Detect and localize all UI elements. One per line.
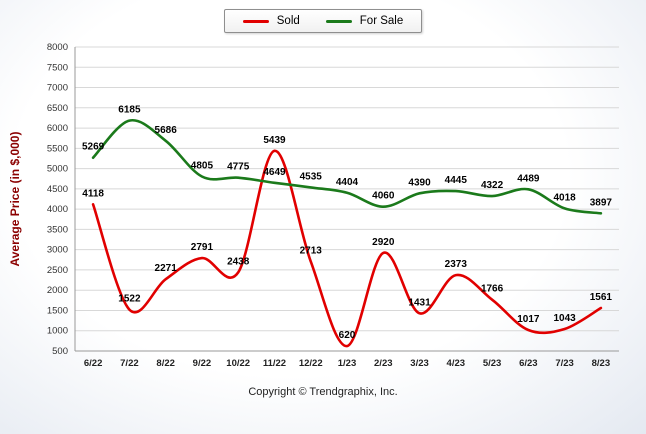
legend-item-for-sale: For Sale (325, 15, 404, 27)
svg-text:10/22: 10/22 (226, 358, 250, 369)
svg-text:500: 500 (52, 346, 68, 357)
legend-label-for-sale: For Sale (359, 15, 404, 27)
legend-item-sold: Sold (242, 15, 300, 27)
svg-text:5439: 5439 (263, 135, 286, 146)
svg-text:7500: 7500 (47, 62, 68, 73)
svg-text:1561: 1561 (590, 292, 613, 303)
svg-text:2000: 2000 (47, 285, 68, 296)
price-line-chart: 500 1000 1500 2000 2500 3000 3500 4000 4500 5000 5… (8, 42, 619, 369)
svg-text:4118: 4118 (82, 188, 104, 199)
svg-text:11/22: 11/22 (263, 358, 286, 369)
svg-text:8/23: 8/23 (592, 358, 611, 369)
svg-text:12/22: 12/22 (299, 358, 323, 369)
svg-text:5000: 5000 (47, 164, 68, 175)
svg-text:1522: 1522 (118, 294, 141, 305)
svg-text:3897: 3897 (590, 197, 613, 208)
svg-text:1043: 1043 (553, 313, 576, 324)
svg-text:4322: 4322 (481, 180, 504, 191)
svg-text:8000: 8000 (47, 42, 68, 53)
svg-text:5269: 5269 (82, 142, 105, 153)
svg-text:9/22: 9/22 (193, 358, 212, 369)
svg-text:4018: 4018 (553, 192, 576, 203)
svg-text:4500: 4500 (47, 184, 68, 195)
svg-text:2791: 2791 (191, 242, 214, 253)
svg-text:4060: 4060 (372, 191, 395, 202)
svg-text:1500: 1500 (47, 305, 68, 316)
svg-text:2271: 2271 (155, 263, 178, 274)
svg-text:1766: 1766 (481, 284, 504, 295)
svg-text:2920: 2920 (372, 237, 395, 248)
svg-text:4535: 4535 (300, 171, 323, 182)
svg-text:1000: 1000 (47, 326, 68, 337)
legend: Sold For Sale (223, 9, 423, 33)
svg-text:5500: 5500 (47, 143, 68, 154)
for-sale-line-swatch (325, 19, 352, 23)
legend-container: Sold For Sale (0, 0, 646, 33)
svg-text:5686: 5686 (155, 125, 178, 136)
svg-text:7/22: 7/22 (120, 358, 139, 369)
svg-text:2713: 2713 (300, 245, 323, 256)
svg-text:6500: 6500 (47, 103, 68, 114)
svg-text:4445: 4445 (445, 175, 468, 186)
legend-label-sold: Sold (276, 15, 300, 27)
svg-text:1017: 1017 (517, 314, 540, 325)
svg-text:4805: 4805 (191, 161, 214, 172)
svg-text:7000: 7000 (47, 83, 68, 94)
svg-text:3500: 3500 (47, 224, 68, 235)
svg-text:1431: 1431 (408, 297, 431, 308)
svg-text:1/23: 1/23 (338, 358, 357, 369)
svg-text:Average Price (in $,000): Average Price (in $,000) (8, 132, 22, 267)
svg-text:4775: 4775 (227, 162, 250, 173)
svg-text:3000: 3000 (47, 245, 68, 256)
svg-text:2438: 2438 (227, 256, 250, 267)
svg-text:6000: 6000 (47, 123, 68, 134)
svg-text:3/23: 3/23 (410, 358, 429, 369)
svg-text:4404: 4404 (336, 177, 359, 188)
svg-text:8/22: 8/22 (156, 358, 175, 369)
svg-text:6/22: 6/22 (84, 358, 103, 369)
svg-text:4000: 4000 (47, 204, 68, 215)
svg-text:6185: 6185 (118, 105, 141, 116)
svg-text:6/23: 6/23 (519, 358, 538, 369)
svg-text:4/23: 4/23 (447, 358, 466, 369)
svg-text:2500: 2500 (47, 265, 68, 276)
svg-text:620: 620 (339, 330, 356, 341)
svg-text:5/23: 5/23 (483, 358, 502, 369)
copyright-text: Copyright © Trendgraphix, Inc. (248, 386, 398, 398)
svg-text:4649: 4649 (263, 167, 286, 178)
svg-text:2373: 2373 (445, 259, 468, 270)
svg-text:4390: 4390 (408, 177, 431, 188)
sold-line-swatch (242, 19, 269, 23)
svg-text:7/23: 7/23 (555, 358, 574, 369)
svg-text:2/23: 2/23 (374, 358, 393, 369)
svg-text:4489: 4489 (517, 173, 540, 184)
